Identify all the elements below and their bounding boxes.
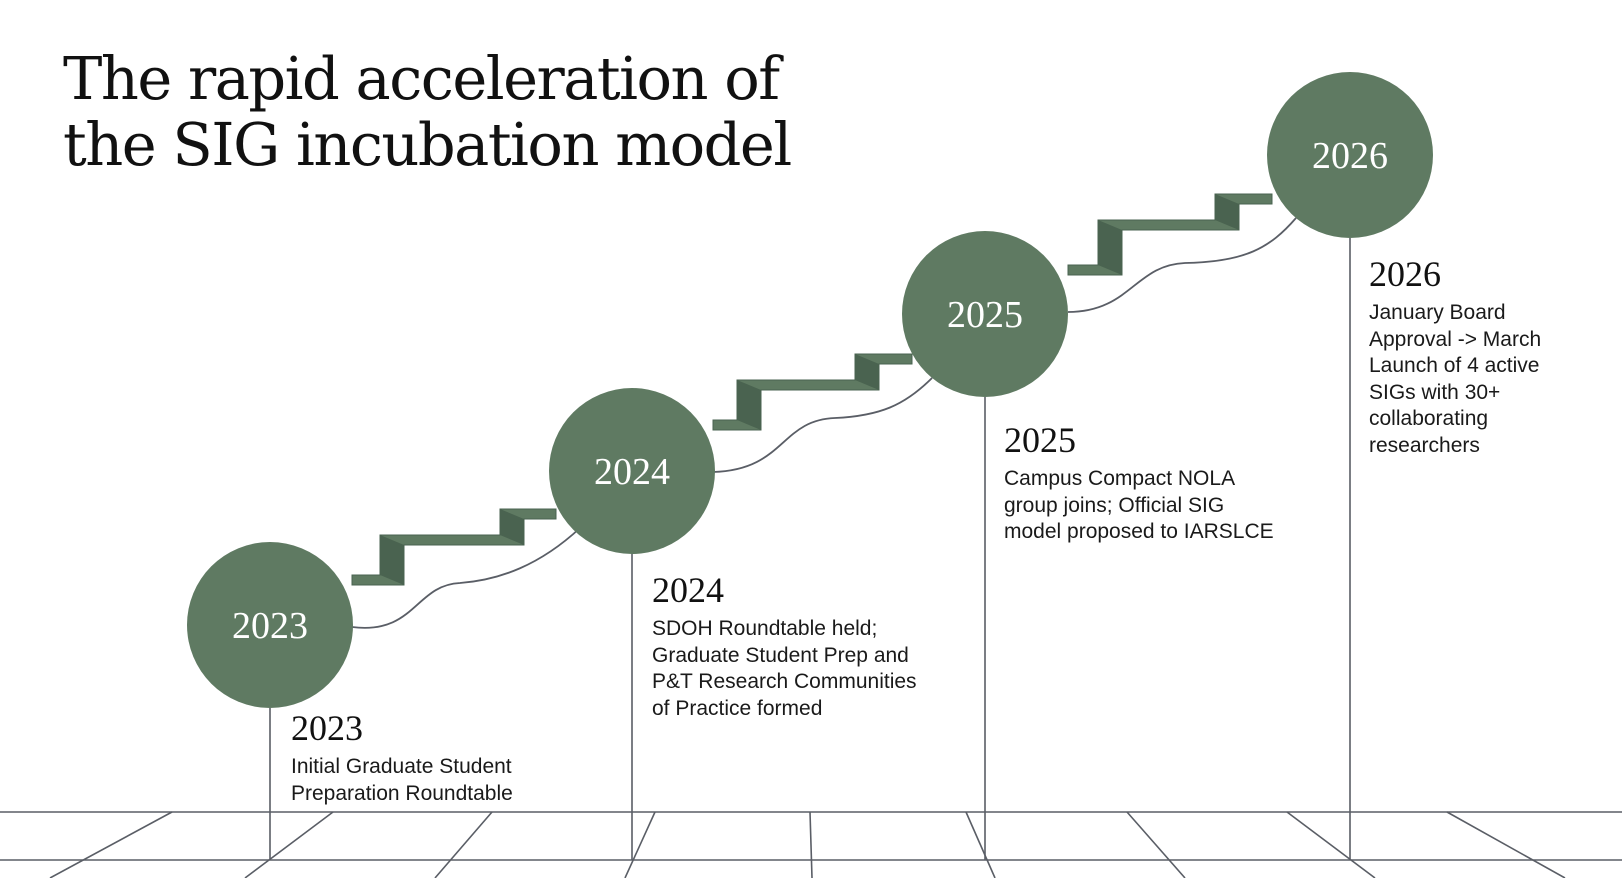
milestone-2025: 2025 Campus Compact NOLA group joins; Of…	[1004, 420, 1274, 546]
milestone-circle	[1267, 72, 1433, 238]
floor-grid	[0, 811, 1622, 878]
milestone-node: 2024	[549, 388, 715, 554]
milestone-circles: 2023 2024 2025 2026	[187, 72, 1433, 708]
milestone-circle-label: 2026	[1312, 135, 1388, 177]
title-line-2: the SIG incubation model	[63, 110, 792, 179]
stair-riser	[737, 380, 761, 430]
milestone-circle	[549, 388, 715, 554]
milestone-2023: 2023 Initial Graduate Student Preparatio…	[291, 708, 561, 807]
title-line-1: The rapid acceleration of	[63, 44, 780, 113]
milestone-year: 2026	[1369, 254, 1441, 294]
milestone-year: 2024	[652, 570, 724, 610]
floor-line-perspective	[244, 811, 334, 878]
floor-line-perspective	[624, 811, 656, 878]
floor-line-perspective	[1126, 811, 1186, 878]
connector-curve	[1067, 217, 1297, 313]
connector-curves	[351, 217, 1297, 629]
milestone-stems	[269, 238, 1351, 860]
staircase	[351, 193, 1273, 586]
connector-curve	[712, 377, 933, 473]
stair-riser	[1215, 194, 1239, 230]
milestone-circle-label: 2024	[594, 451, 670, 493]
milestone-node: 2023	[187, 542, 353, 708]
milestone-2024: 2024 SDOH Roundtable held; Graduate Stud…	[652, 570, 922, 722]
stair-riser	[1098, 220, 1122, 275]
stair-riser	[500, 509, 524, 545]
milestone-circle	[187, 542, 353, 708]
milestone-circle-label: 2023	[232, 605, 308, 647]
floor-line-perspective	[434, 811, 493, 878]
stair-riser	[855, 354, 879, 390]
milestone-year: 2023	[291, 708, 363, 748]
milestone-description: Initial Graduate Student Preparation Rou…	[291, 755, 513, 805]
milestone-circle-label: 2025	[947, 294, 1023, 336]
floor-line-perspective	[49, 811, 173, 878]
milestone-node: 2026	[1267, 72, 1433, 238]
stair-riser	[380, 535, 404, 585]
milestone-description: January Board Approval -> March Launch o…	[1369, 301, 1542, 457]
floor-line-perspective	[809, 811, 813, 878]
milestone-description: SDOH Roundtable held; Graduate Student P…	[652, 617, 917, 720]
connector-curve	[351, 527, 581, 629]
milestone-2026: 2026 January Board Approval -> March Lau…	[1369, 254, 1569, 459]
milestone-node: 2025	[902, 231, 1068, 397]
milestone-circle	[902, 231, 1068, 397]
floor-line-perspective	[965, 811, 996, 878]
milestone-year: 2025	[1004, 420, 1076, 460]
floor-line-perspective	[1286, 811, 1376, 878]
floor-line-perspective	[1446, 811, 1566, 878]
milestone-description: Campus Compact NOLA group joins; Officia…	[1004, 467, 1274, 543]
page-title: The rapid acceleration of the SIG incuba…	[63, 44, 792, 179]
